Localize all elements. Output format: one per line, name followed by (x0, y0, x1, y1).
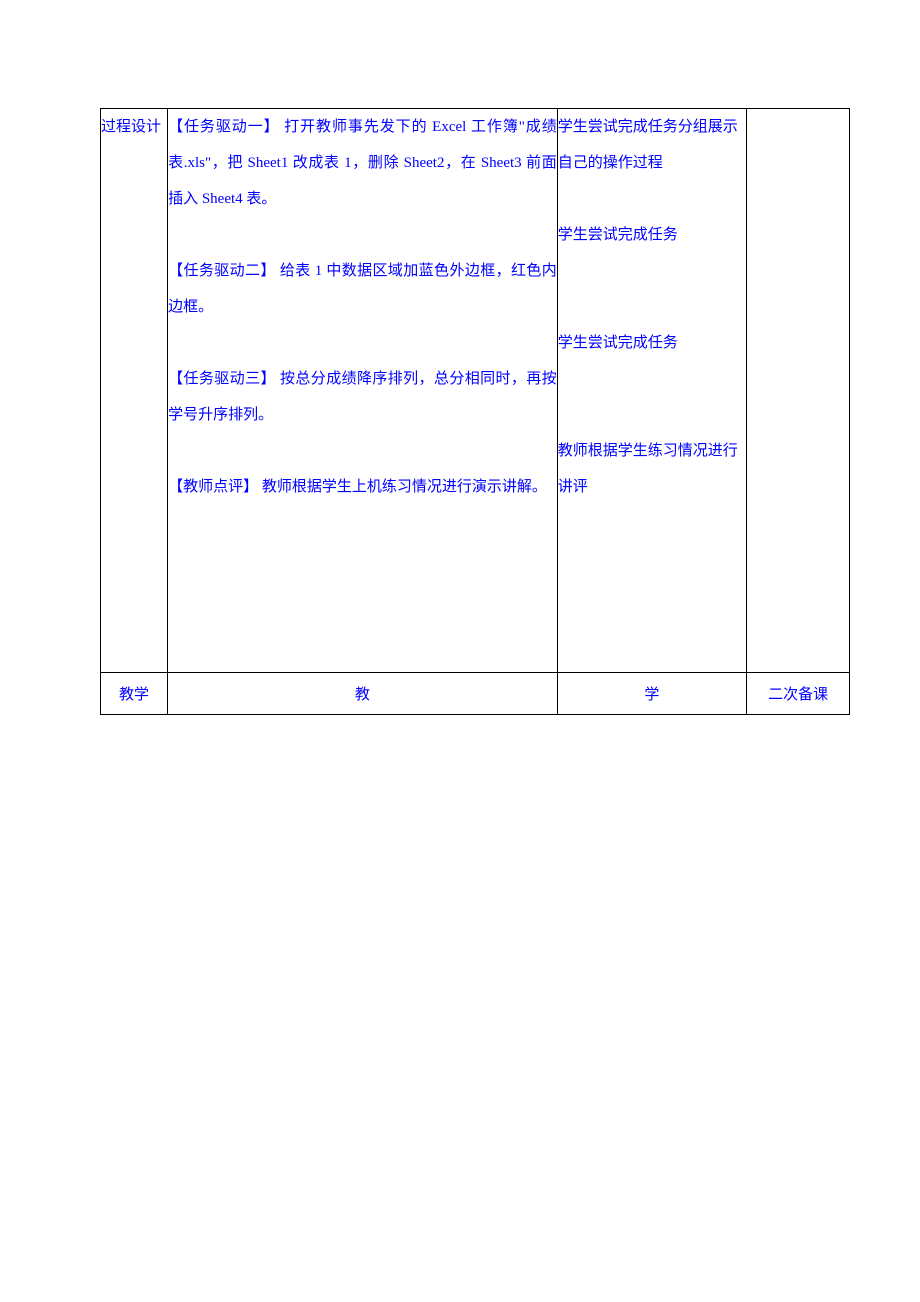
header-label: 二次备课 (768, 687, 828, 703)
task-block: 【任务驱动三】 按总分成绩降序排列，总分相同时，再按学号升序排列。 (168, 361, 557, 433)
header-row: 教学 教 学 二次备课 (101, 673, 850, 715)
activity-block: 学生尝试完成任务分组展示自己的操作过程 (558, 109, 746, 181)
header-cell-1: 教学 (101, 673, 168, 715)
header-cell-4: 二次备课 (747, 673, 850, 715)
header-label: 教学 (119, 687, 149, 703)
activity-block: 教师根据学生练习情况进行讲评 (558, 433, 746, 505)
header-cell-2: 教 (168, 673, 558, 715)
teaching-content-cell: 【任务驱动一】 打开教师事先发下的 Excel 工作簿"成绩表.xls"，把 S… (168, 109, 558, 673)
header-label: 学 (644, 687, 659, 703)
row-header-text: 过程设计 (101, 119, 161, 135)
secondary-prep-cell (747, 109, 850, 673)
activity-block: 学生尝试完成任务 (558, 325, 746, 361)
task-block: 【任务驱动二】 给表 1 中数据区域加蓝色外边框，红色内边框。 (168, 253, 557, 325)
task-block: 【任务驱动一】 打开教师事先发下的 Excel 工作簿"成绩表.xls"，把 S… (168, 109, 557, 217)
header-label: 教 (355, 687, 370, 703)
content-row: 过程设计 【任务驱动一】 打开教师事先发下的 Excel 工作簿"成绩表.xls… (101, 109, 850, 673)
header-cell-3: 学 (557, 673, 746, 715)
student-activity-cell: 学生尝试完成任务分组展示自己的操作过程 学生尝试完成任务 学生尝试完成任务 教师… (557, 109, 746, 673)
lesson-plan-table: 过程设计 【任务驱动一】 打开教师事先发下的 Excel 工作簿"成绩表.xls… (100, 108, 850, 715)
activity-block: 学生尝试完成任务 (558, 217, 746, 253)
task-block: 【教师点评】 教师根据学生上机练习情况进行演示讲解。 (168, 469, 557, 505)
row-header-cell: 过程设计 (101, 109, 168, 673)
